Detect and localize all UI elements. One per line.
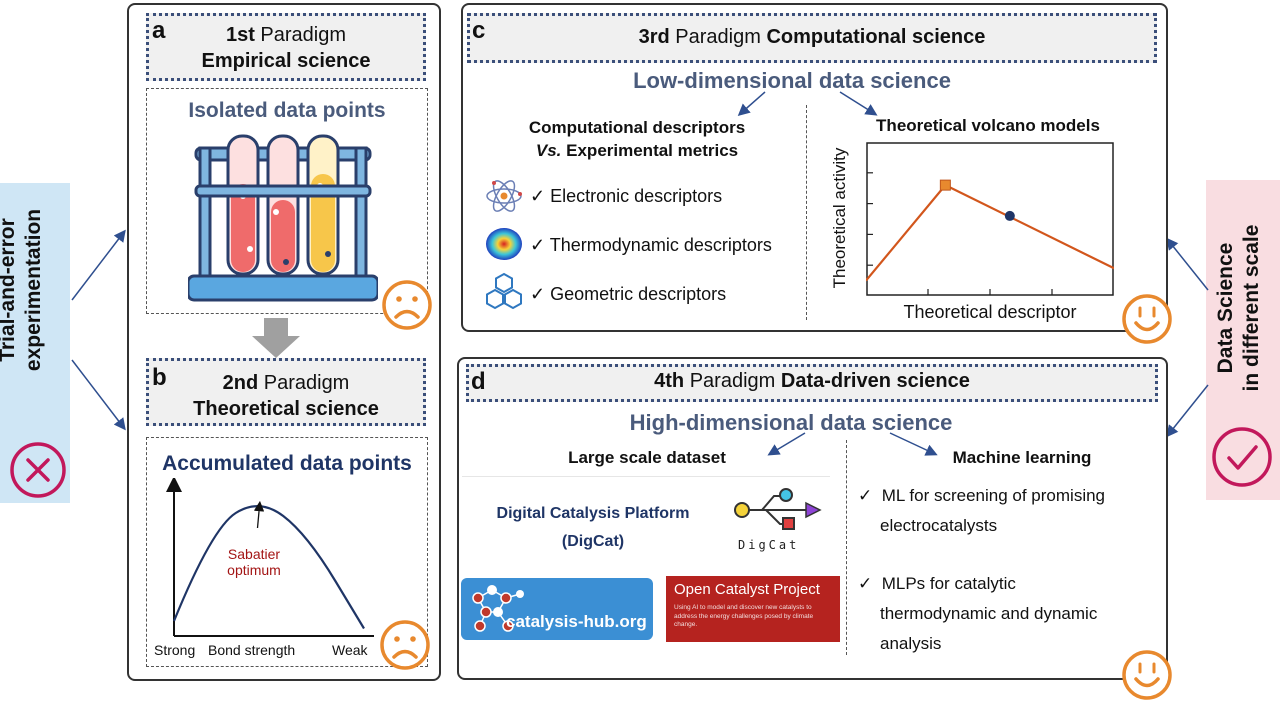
- sabatier-annotation-arrow: [253, 500, 265, 529]
- ocp-body: Using AI to model and discover new catal…: [674, 604, 814, 628]
- panel-c-title-box: [467, 13, 1157, 63]
- hexagon-molecule-icon: [486, 272, 522, 310]
- ml-item-mlps: ✓ MLPs for catalytic thermodynamic and d…: [858, 574, 1098, 653]
- panel-b-title: 2nd Paradigm Theoretical science: [193, 372, 379, 420]
- sabatier-chart: [166, 478, 374, 637]
- sabatier-curve: [172, 505, 365, 630]
- panel-b-box-title: Accumulated data points: [162, 452, 412, 475]
- panel-a-box-title: Isolated data points: [188, 99, 386, 122]
- panel-d-arrows: [767, 432, 938, 456]
- panel-c-divider: [806, 105, 807, 320]
- panel-a-letter: a: [152, 17, 166, 44]
- thermal-map-icon: [486, 228, 522, 260]
- panel-d-title: 4th Paradigm Data-driven science: [654, 370, 970, 392]
- success-check-icon: [1212, 427, 1272, 487]
- descriptor-row-electronic: ✓ Electronic descriptors: [530, 186, 723, 206]
- volcano-y-label: Theoretical activity: [830, 147, 849, 289]
- happy-face-icon: [1122, 294, 1172, 344]
- x-label-bond-strength: Bond strength: [208, 642, 296, 658]
- happy-face-icon: [1122, 650, 1172, 700]
- volcano-frame: [866, 142, 1114, 296]
- molecule-network-icon: [472, 585, 524, 632]
- volcano-chart: [866, 142, 1114, 296]
- panel-c-title: 3rd Paradigm Computational science: [638, 26, 986, 48]
- volcano-x-label: Theoretical descriptor: [903, 302, 1077, 322]
- digcat-platform-name: Digital Catalysis Platform (DigCat): [496, 505, 690, 550]
- panel-d-left-title: Large scale dataset: [568, 448, 726, 467]
- panel-b-letter: b: [152, 364, 167, 391]
- sabatier-label: Sabatier optimum: [227, 546, 281, 578]
- sad-face-icon: [380, 620, 430, 670]
- ml-item-screening: ✓ ML for screening of promising electroc…: [858, 486, 1106, 535]
- volcano-marker-point: [1004, 210, 1015, 221]
- fail-x-icon: [10, 442, 66, 498]
- digcat-logo-icon: [734, 488, 822, 530]
- panel-d-divider: [846, 440, 847, 655]
- test-tube-rack-icon: [188, 134, 378, 302]
- sad-face-icon: [382, 280, 432, 330]
- catalysis-hub-text: catalysis-hub.org: [506, 612, 647, 631]
- descriptor-row-geometric: ✓ Geometric descriptors: [530, 284, 727, 304]
- ocp-title: Open Catalyst Project: [674, 581, 820, 598]
- down-arrow: [252, 318, 300, 358]
- panel-b-title-box: [146, 358, 426, 426]
- x-label-strong: Strong: [154, 642, 196, 658]
- digcat-logo-text: DigCat: [738, 538, 800, 552]
- open-catalyst-logo: Open Catalyst Project Using AI to model …: [666, 576, 840, 642]
- panel-c-letter: c: [472, 17, 486, 44]
- panel-a-content-box: [146, 88, 428, 314]
- panel-c-right-title: Theoretical volcano models: [876, 116, 1100, 135]
- left-strip: [0, 183, 70, 503]
- panel-b-content-box: [146, 437, 428, 667]
- panel-a-title: 1st Paradigm Empirical science: [201, 24, 371, 72]
- panel-d-right-title: Machine learning: [952, 448, 1092, 467]
- panel-d-heading: High-dimensional data science: [629, 410, 953, 435]
- panel-a-title-box: [146, 13, 426, 81]
- panel-c-arrows: [737, 91, 878, 116]
- volcano-marker-peak: [939, 179, 951, 191]
- panel-d-letter: d: [471, 368, 486, 395]
- panel-d-title-box: [466, 364, 1158, 402]
- descriptor-row-thermodynamic: ✓ Thermodynamic descriptors: [530, 235, 772, 255]
- atom-icon: [486, 180, 522, 212]
- panel-c-left-title: Computational descriptors Vs. Experiment…: [528, 118, 746, 160]
- x-label-weak: Weak: [332, 642, 368, 658]
- panel-c-heading: Low-dimensional data science: [633, 68, 951, 93]
- panel-d-left-separator: [462, 476, 830, 477]
